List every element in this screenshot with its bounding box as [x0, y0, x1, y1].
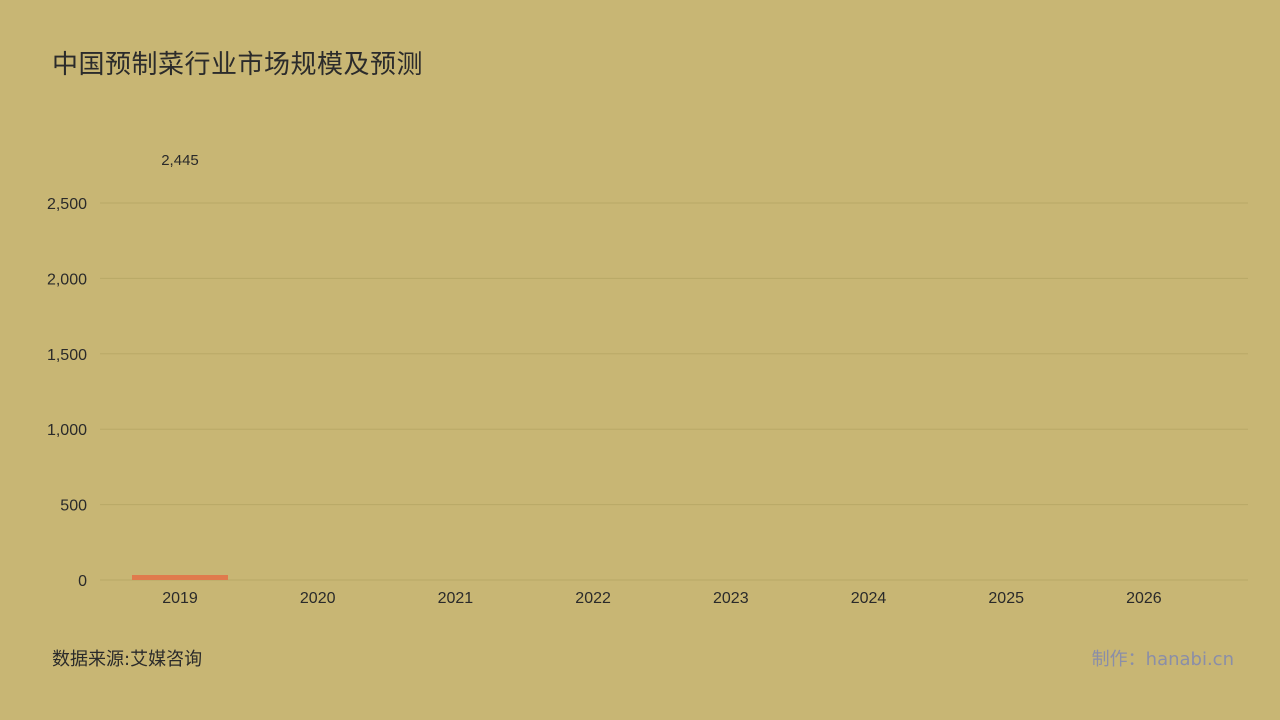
x-tick-label: 2021	[438, 590, 474, 607]
x-axis-ticks: 2019 2020 2021 2022 2023 2024 2025 2026	[162, 590, 1162, 607]
x-tick-label: 2026	[1126, 590, 1162, 607]
bar	[132, 575, 228, 580]
chart-title: 中国预制菜行业市场规模及预测	[52, 50, 424, 80]
x-tick-label: 2024	[851, 590, 887, 607]
grid-lines	[100, 202, 1248, 581]
x-tick-label: 2025	[988, 590, 1024, 607]
y-tick-label: 1,500	[47, 347, 87, 364]
y-tick-label: 500	[60, 498, 87, 515]
y-axis-ticks: 0 500 1,000 1,500 2,000 2,500	[47, 196, 87, 590]
y-tick-label: 2,500	[47, 196, 87, 213]
x-tick-label: 2022	[575, 590, 611, 607]
credit-link[interactable]: 制作：hanabi.cn	[1091, 649, 1234, 670]
value-label: 2,445	[161, 152, 199, 169]
bars	[132, 575, 228, 580]
x-tick-label: 2023	[713, 590, 749, 607]
y-tick-label: 1,000	[47, 422, 87, 439]
value-labels: 2,445	[161, 152, 199, 169]
y-tick-label: 2,000	[47, 271, 87, 288]
x-tick-label: 2019	[162, 590, 198, 607]
data-source-note: 数据来源:艾媒咨询	[52, 649, 203, 670]
x-tick-label: 2020	[300, 590, 336, 607]
y-tick-label: 0	[78, 573, 87, 590]
